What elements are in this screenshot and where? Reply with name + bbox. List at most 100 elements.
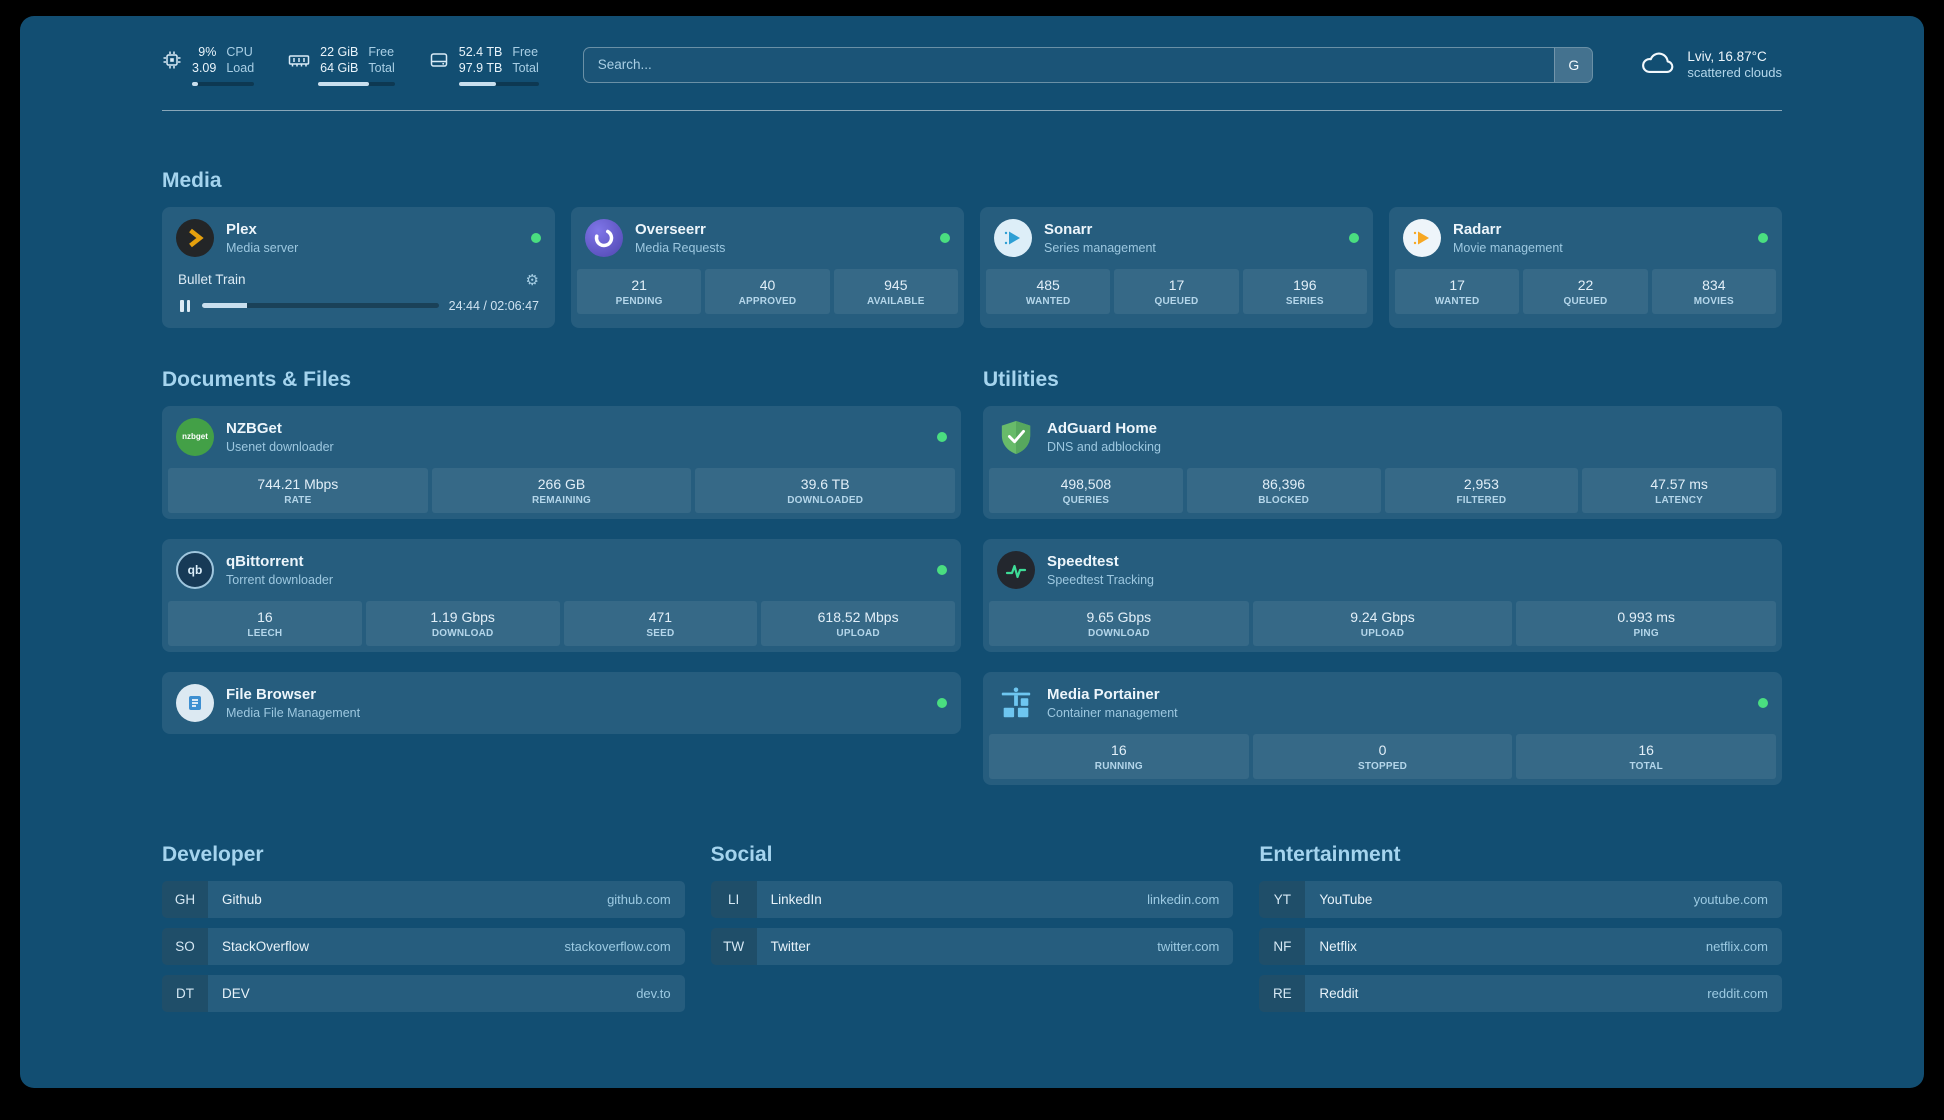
service-title: File Browser [226, 685, 317, 703]
service-subtitle: Media server [226, 240, 299, 255]
status-dot [531, 232, 541, 243]
bookmark-abbr: LI [710, 880, 757, 918]
section-heading-entertainment: Entertainment [1259, 842, 1401, 866]
top-bar: 9% 3.09 CPU Load [162, 16, 1782, 86]
disk-free-value: 52.4 TB [458, 45, 503, 59]
stat-rate: 744.21 Mbps RATE [168, 467, 428, 513]
plex-link[interactable]: Plex Media server [162, 207, 555, 269]
weather-location: Lviv, 16.87°C [1687, 48, 1767, 64]
stat-available: 945 AVAILABLE [833, 268, 958, 314]
radarr-icon [1403, 218, 1441, 257]
memory-free-label: Free [368, 45, 395, 59]
section-heading-media: Media [162, 168, 222, 192]
adguard-icon [997, 418, 1035, 456]
bookmark-name: DEV [222, 985, 250, 1001]
bookmark-name: Netflix [1319, 938, 1357, 954]
bookmark-dev[interactable]: DT DEV dev.to [162, 974, 685, 1012]
stat-ping: 0.993 ms PING [1516, 600, 1777, 646]
weather-widget: Lviv, 16.87°C scattered clouds [1637, 48, 1782, 82]
service-card-adguard: AdGuard Home DNS and adblocking 498,508 … [983, 405, 1782, 519]
now-playing-title: Bullet Train [178, 272, 246, 287]
memory-progress-bar [318, 81, 395, 86]
stat-download: 1.19 Gbps DOWNLOAD [365, 600, 560, 646]
service-card-nzbget: nzbget NZBGet Usenet downloader 744.21 M… [162, 405, 961, 519]
filebrowser-link[interactable]: File Browser Media File Management [162, 672, 961, 734]
service-title: Speedtest [1047, 552, 1119, 570]
service-card-sonarr: Sonarr Series management 485 WANTED 17 Q… [980, 206, 1373, 328]
bookmark-name: StackOverflow [222, 938, 310, 954]
speedtest-link[interactable]: Speedtest Speedtest Tracking [983, 539, 1782, 601]
service-card-overseerr: Overseerr Media Requests 21 PENDING 40 A… [571, 206, 964, 328]
bookmark-stackoverflow[interactable]: SO StackOverflow stackoverflow.com [162, 927, 685, 965]
status-dot [937, 431, 947, 442]
bookmark-reddit[interactable]: RE Reddit reddit.com [1259, 974, 1782, 1012]
playback-progress-bar[interactable] [202, 303, 439, 308]
status-dot [937, 697, 947, 708]
bookmark-group-social: Social LI LinkedIn linkedin.com TW Twitt… [710, 843, 1234, 975]
overseerr-link[interactable]: Overseerr Media Requests [571, 207, 964, 269]
bookmark-abbr: YT [1259, 880, 1306, 918]
bookmark-twitter[interactable]: TW Twitter twitter.com [710, 927, 1234, 965]
sonarr-link[interactable]: Sonarr Series management [980, 207, 1373, 269]
search-input[interactable] [583, 47, 1555, 82]
bookmark-abbr: RE [1259, 974, 1306, 1012]
bookmark-netflix[interactable]: NF Netflix netflix.com [1259, 927, 1782, 965]
bookmark-github[interactable]: GH Github github.com [162, 880, 685, 918]
search-bar: G [582, 46, 1594, 83]
adguard-link[interactable]: AdGuard Home DNS and adblocking [983, 406, 1782, 468]
settings-gear-icon[interactable]: ⚙ [525, 271, 539, 289]
topbar-divider [162, 109, 1782, 111]
nzbget-link[interactable]: nzbget NZBGet Usenet downloader [162, 406, 961, 468]
memory-icon [288, 50, 310, 70]
service-subtitle: Container management [1047, 705, 1178, 720]
service-card-qbittorrent: qb qBittorrent Torrent downloader 16 LEE… [162, 538, 961, 652]
plex-icon [176, 218, 214, 257]
stat-downloaded: 39.6 TB DOWNLOADED [695, 467, 956, 513]
media-cards: Plex Media server Bullet Train ⚙ 24:44 /… [162, 206, 1782, 328]
stat-pending: 21 PENDING [577, 268, 702, 314]
service-title: qBittorrent [226, 552, 304, 570]
bookmark-domain: dev.to [636, 985, 671, 1001]
stat-approved: 40 APPROVED [705, 268, 830, 314]
bookmark-domain: stackoverflow.com [564, 938, 671, 954]
stat-stopped: 0 STOPPED [1252, 733, 1513, 779]
bookmark-name: YouTube [1319, 891, 1373, 907]
bookmark-linkedin[interactable]: LI LinkedIn linkedin.com [710, 880, 1234, 918]
bookmark-domain: reddit.com [1707, 985, 1768, 1001]
section-heading-developer: Developer [162, 842, 264, 866]
qbittorrent-link[interactable]: qb qBittorrent Torrent downloader [162, 539, 961, 601]
pause-button[interactable] [178, 298, 192, 314]
bookmark-abbr: TW [710, 927, 757, 965]
stat-queued: 22 QUEUED [1523, 268, 1648, 314]
service-title: Plex [226, 220, 257, 238]
disk-widget: 52.4 TB 97.9 TB Free Total [429, 44, 539, 86]
service-subtitle: Media Requests [635, 240, 726, 255]
playback-time: 24:44 / 02:06:47 [448, 298, 539, 313]
qbittorrent-icon: qb [176, 550, 214, 589]
radarr-link[interactable]: Radarr Movie management [1389, 207, 1782, 269]
bookmark-abbr: NF [1259, 927, 1306, 965]
service-title: Overseerr [635, 220, 706, 238]
bookmark-domain: netflix.com [1705, 938, 1768, 954]
service-title: Media Portainer [1047, 685, 1160, 703]
service-subtitle: Torrent downloader [226, 572, 334, 587]
portainer-link[interactable]: Media Portainer Container management [983, 672, 1782, 734]
service-card-portainer: Media Portainer Container management 16 … [983, 671, 1782, 785]
memory-free-value: 22 GiB [320, 45, 359, 59]
bookmark-name: Reddit [1319, 985, 1359, 1001]
stat-wanted: 485 WANTED [986, 268, 1111, 314]
section-heading-documents: Documents & Files [162, 367, 352, 391]
bookmark-domain: github.com [607, 891, 671, 907]
bookmark-abbr: SO [162, 927, 208, 965]
disk-free-label: Free [512, 45, 539, 59]
stat-latency: 47.57 ms LATENCY [1582, 467, 1776, 513]
bookmark-youtube[interactable]: YT YouTube youtube.com [1259, 880, 1782, 918]
status-dot [940, 232, 950, 243]
status-dot [1758, 697, 1768, 708]
bookmark-domain: twitter.com [1157, 938, 1220, 954]
disk-progress-bar [458, 81, 539, 86]
search-provider-button[interactable]: G [1554, 47, 1593, 82]
middle-columns: Documents & Files nzbget NZBGet Usenet d… [162, 368, 1782, 785]
filebrowser-icon [176, 683, 214, 722]
stat-movies: 834 MOVIES [1651, 268, 1776, 314]
